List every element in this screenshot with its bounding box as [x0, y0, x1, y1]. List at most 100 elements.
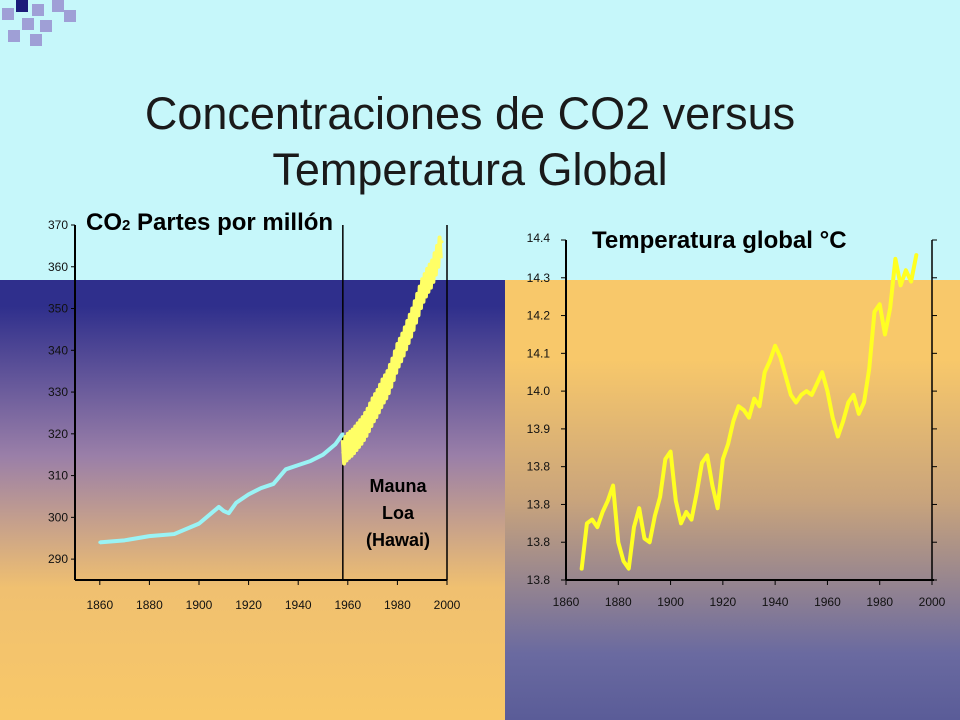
temperature-point [862, 400, 866, 404]
temperature-point [825, 389, 829, 393]
temperature-point [616, 540, 620, 544]
co2-mauna-loa-point [351, 440, 355, 444]
temperature-point [909, 280, 913, 284]
temp-y-tick-label: 14.3 [527, 271, 551, 285]
temperature-point [852, 393, 856, 397]
co2-mauna-loa-point [400, 344, 404, 348]
slide-title-line-2: Temperatura Global [272, 144, 668, 195]
co2-y-tick-label: 350 [48, 302, 68, 316]
temperature-point [737, 404, 741, 408]
co2-mauna-loa-point [381, 390, 385, 394]
co2-mauna-loa-point [440, 240, 444, 244]
co2-mauna-loa-point [395, 355, 399, 359]
temp-x-tick-label: 1920 [710, 595, 737, 609]
co2-mauna-loa-point [405, 332, 409, 336]
co2-y-tick-label: 370 [48, 218, 68, 232]
temperature-point [883, 332, 887, 336]
co2-mauna-loa-point [425, 279, 429, 283]
co2-mauna-loa-point [371, 409, 375, 413]
temp-y-tick-label: 13.9 [527, 422, 551, 436]
co2-mauna-loa-point [346, 444, 350, 448]
temperature-point [846, 400, 850, 404]
temperature-point [810, 393, 814, 397]
temperature-point [695, 491, 699, 495]
co2-mauna-loa-point [390, 369, 394, 373]
temperature-point [585, 521, 589, 525]
co2-historic-point [296, 463, 300, 467]
temperature-point [831, 416, 835, 420]
temperature-point [836, 434, 840, 438]
deco-square [32, 4, 44, 16]
co2-historic-point [341, 432, 345, 436]
temp-x-tick-label: 1940 [762, 595, 789, 609]
co2-series-historic-line [99, 432, 345, 545]
co2-historic-point [234, 501, 238, 505]
co2-chart-title: CO2 Partes por millón [86, 209, 333, 236]
co2-historic-point [309, 459, 313, 463]
temperature-point [867, 366, 871, 370]
temp-y-tick-label: 13.8 [527, 535, 551, 549]
co2-historic-point [123, 538, 127, 542]
temperature-point [878, 302, 882, 306]
slide-title: Concentraciones de CO2 versus Temperatur… [60, 86, 880, 198]
temperature-point [773, 344, 777, 348]
temperature-point [679, 521, 683, 525]
co2-mauna-loa-point [376, 401, 380, 404]
co2-series-mauna-loa-line [340, 235, 443, 466]
co2-y-tick-label: 340 [48, 343, 68, 357]
temp-x-tick-label: 2000 [919, 595, 946, 609]
temperature-point [726, 442, 730, 446]
background-lower-left [0, 280, 505, 720]
mauna-loa-label-line-2: Loa [382, 503, 415, 523]
temperature-point [789, 393, 793, 397]
temperature-point [653, 514, 657, 518]
temperature-point [642, 536, 646, 540]
co2-historic-point [222, 509, 226, 513]
temperature-point [611, 484, 615, 488]
background-lower-right [505, 280, 960, 720]
mauna-loa-label-line-3: (Hawai) [366, 530, 430, 550]
deco-square [64, 10, 76, 22]
temperature-point [627, 567, 631, 571]
co2-x-tick-label: 1860 [86, 598, 113, 612]
temp-y-tick-label: 14.1 [527, 346, 551, 360]
temp-y-tick-label: 13.8 [527, 460, 551, 474]
temperature-point [595, 525, 599, 529]
temp-x-tick-label: 1880 [605, 595, 632, 609]
temperature-point [752, 397, 756, 401]
temperature-point [689, 518, 693, 522]
temperature-point [731, 419, 735, 423]
temperature-point [684, 510, 688, 514]
co2-mauna-loa-point [341, 451, 345, 455]
temp-x-tick-label: 1980 [866, 595, 893, 609]
co2-y-tick-label: 300 [48, 510, 68, 524]
temperature-point [721, 457, 725, 461]
co2-historic-point [284, 467, 288, 471]
temperature-point [857, 412, 861, 416]
co2-x-tick-label: 1900 [186, 598, 213, 612]
co2-x-tick-label: 1880 [136, 598, 163, 612]
co2-mauna-loa-point [366, 419, 370, 423]
co2-mauna-loa-point [430, 271, 434, 275]
co2-historic-point [147, 534, 151, 538]
temperature-point [899, 283, 903, 287]
temperature-point [794, 400, 798, 404]
deco-square [30, 34, 42, 46]
temperature-point [648, 540, 652, 544]
deco-square [2, 8, 14, 20]
temperature-point [700, 461, 704, 465]
co2-x-tick-label: 1980 [384, 598, 411, 612]
co2-title-main: CO [86, 209, 122, 236]
temperature-point [893, 257, 897, 261]
co2-title-subscript: 2 [122, 217, 130, 234]
co2-mauna-loa-point [420, 290, 424, 294]
temperature-point [763, 370, 767, 374]
temperature-point [888, 306, 892, 310]
deco-square [52, 0, 64, 12]
temperature-point [815, 382, 819, 386]
co2-title-rest: Partes por millón [130, 209, 333, 236]
temperature-point [658, 495, 662, 499]
temperature-point [601, 510, 605, 514]
co2-x-tick-label: 2000 [434, 598, 461, 612]
